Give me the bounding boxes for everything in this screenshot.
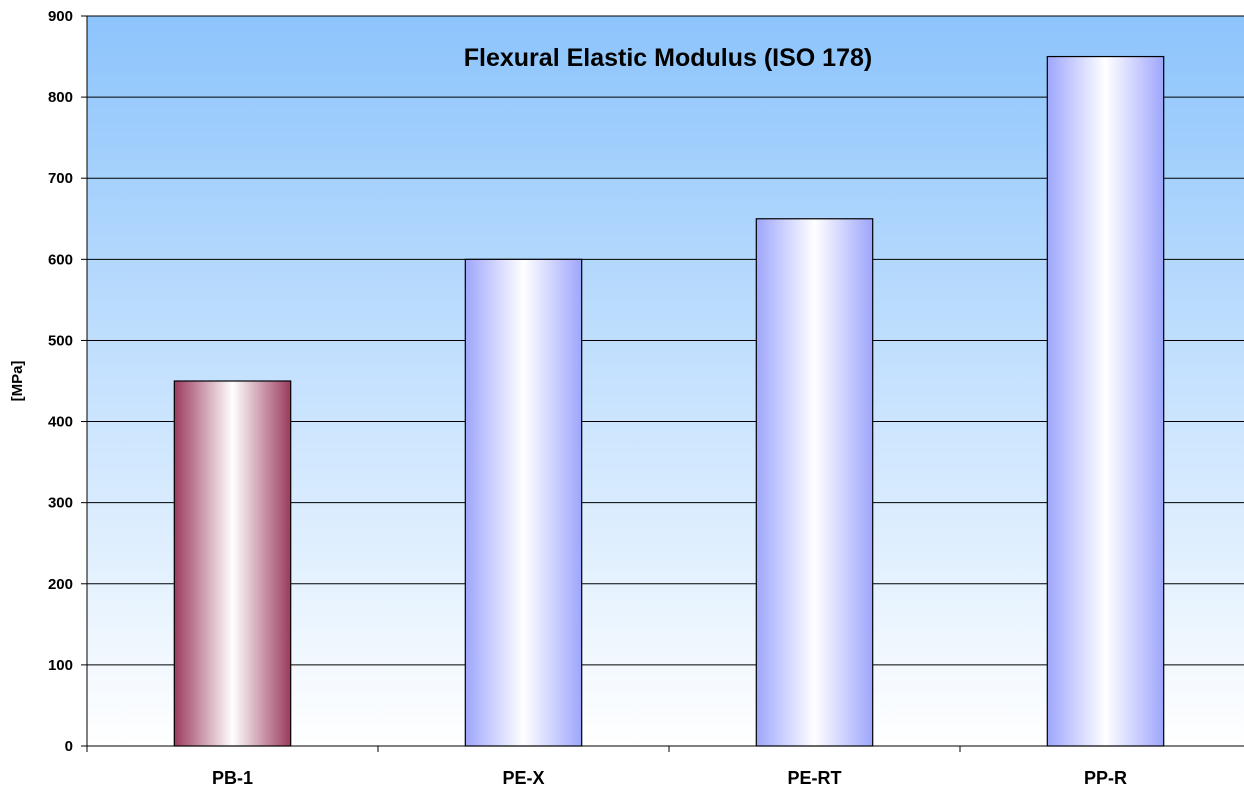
y-tick-label: 0: [65, 738, 73, 755]
y-tick-label: 800: [48, 89, 73, 106]
chart-title: Flexural Elastic Modulus (ISO 178): [464, 44, 872, 72]
y-tick-label: 500: [48, 332, 73, 349]
x-tick-label: PB-1: [212, 768, 253, 788]
axes: [81, 15, 1244, 752]
y-axis-label: [MPa]: [9, 361, 26, 402]
bar-pe-x: [464, 258, 583, 747]
y-tick-label: 900: [48, 8, 73, 25]
y-tick-label: 400: [48, 414, 73, 431]
y-tick-label: 200: [48, 576, 73, 593]
x-tick-label: PE-X: [502, 768, 544, 788]
bar-pe-rt: [755, 218, 874, 747]
y-tick-label: 100: [48, 657, 73, 674]
y-tick-labels: 0 100 200 300 400 500 600 700 800 900: [48, 8, 73, 755]
bars: [173, 55, 1165, 747]
y-tick-label: 700: [48, 170, 73, 187]
bar-pb-1: [173, 380, 292, 747]
x-tick-label: PE-RT: [788, 768, 842, 788]
bar-pp-r: [1046, 55, 1165, 747]
x-tick-labels: PB-1 PE-X PE-RT PP-R: [212, 768, 1127, 788]
y-tick-label: 600: [48, 251, 73, 268]
x-tick-label: PP-R: [1084, 768, 1127, 788]
y-tick-label: 300: [48, 495, 73, 512]
